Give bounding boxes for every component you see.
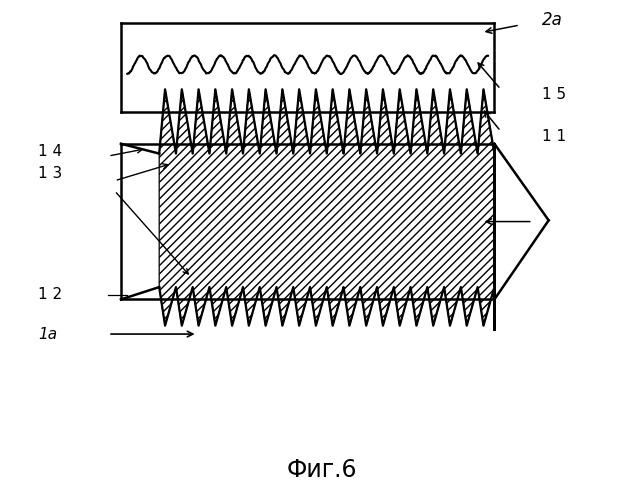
Text: 1 4: 1 4 — [38, 144, 62, 158]
Text: Фиг.6: Фиг.6 — [287, 458, 357, 481]
Text: 1 1: 1 1 — [542, 129, 566, 144]
Text: 1a: 1a — [38, 326, 57, 342]
Polygon shape — [159, 90, 495, 326]
Text: 1 3: 1 3 — [38, 166, 62, 181]
Text: 1 2: 1 2 — [38, 287, 62, 302]
Text: 1 5: 1 5 — [542, 87, 566, 102]
Text: 2a: 2a — [542, 11, 563, 29]
